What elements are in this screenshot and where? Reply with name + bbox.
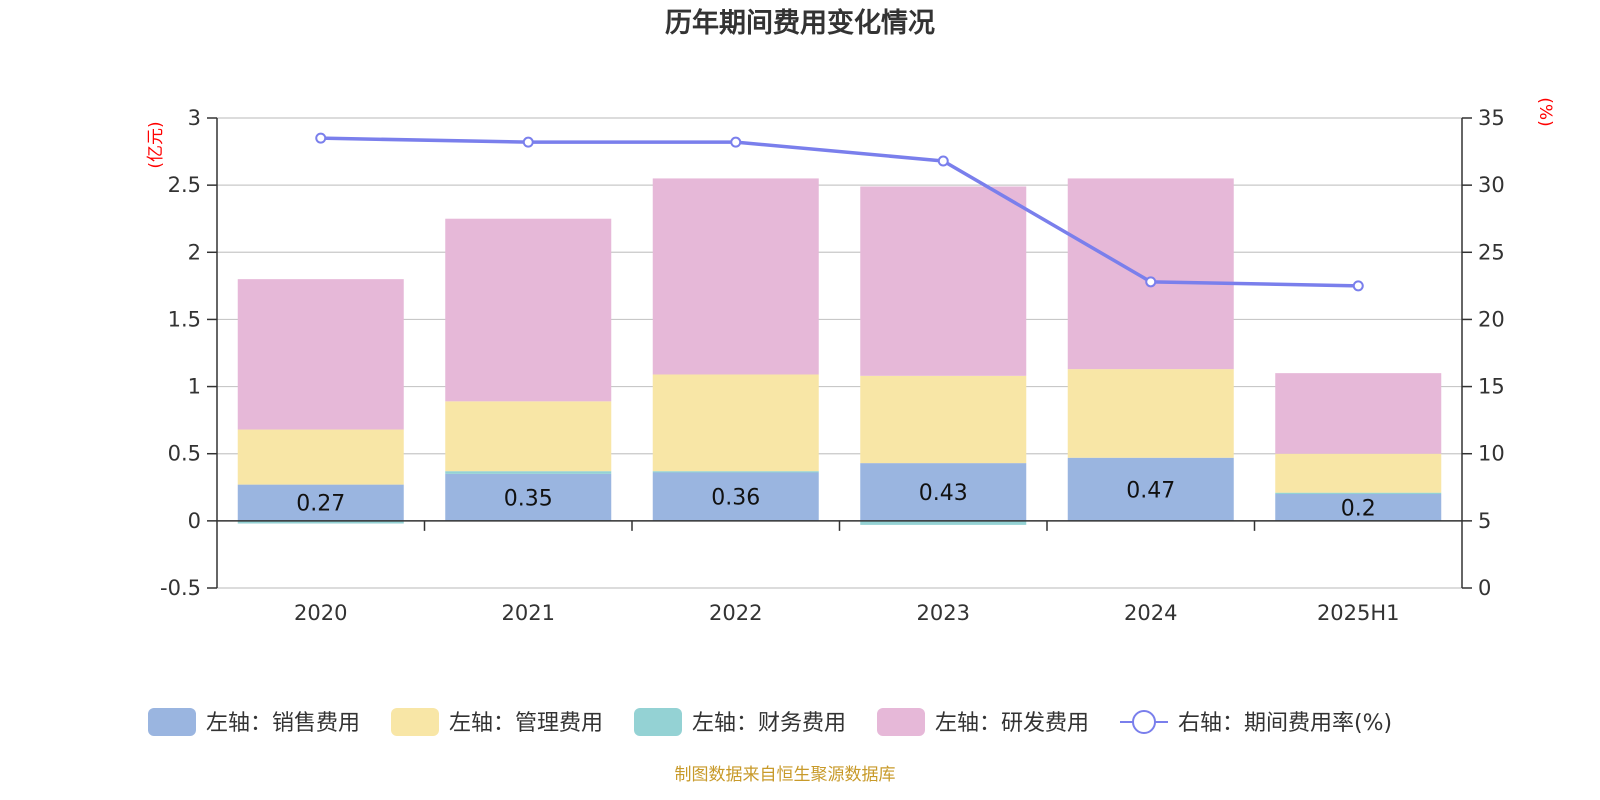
legend-label: 右轴：期间费用率(%) <box>1178 711 1392 736</box>
legend-label: 左轴：管理费用 <box>449 711 603 736</box>
x-axis-tick-label: 2025H1 <box>1317 601 1400 625</box>
bar-rd <box>1067 178 1234 370</box>
bar-finance <box>1275 492 1442 494</box>
chart-title: 历年期间费用变化情况 <box>665 7 935 39</box>
legend: 左轴：销售费用 左轴：管理费用 左轴：财务费用 左轴：研发费用 右轴：期间费用率(%) <box>148 708 1392 736</box>
data-label-sales: 0.47 <box>1126 478 1175 503</box>
bar-sales <box>860 463 1027 521</box>
x-axis-tick-label: 2023 <box>917 601 970 625</box>
right-axis-tick-label: 10 <box>1478 442 1505 466</box>
right-axis-tick-label: 30 <box>1478 173 1505 197</box>
data-label-sales: 0.35 <box>504 486 553 511</box>
rate-line <box>315 132 1364 292</box>
right-axis-tick-label: 5 <box>1478 509 1491 533</box>
bar-sales <box>237 484 404 521</box>
data-label-sales: 0.27 <box>296 492 345 517</box>
data-labels: 0.27 0.35 0.36 0.43 0.47 0.2 <box>296 478 1375 521</box>
bar-rd <box>445 218 612 402</box>
x-axis-tick-label: 2020 <box>294 601 347 625</box>
right-axis-unit: (%) <box>1535 97 1555 126</box>
data-label-sales: 0.43 <box>919 481 968 506</box>
left-axis-tick-label: -0.5 <box>160 576 201 600</box>
legend-label: 左轴：销售费用 <box>206 711 360 736</box>
legend-item-finance[interactable]: 左轴：财务费用 <box>634 708 846 736</box>
source-note: 制图数据来自恒生聚源数据库 <box>675 765 896 785</box>
bar-finance <box>445 471 612 474</box>
legend-label: 左轴：财务费用 <box>692 711 846 736</box>
left-axis-tick-label: 0 <box>188 509 201 533</box>
bar-rd <box>860 186 1027 376</box>
x-axis-tick-label: 2024 <box>1124 601 1177 625</box>
legend-item-admin[interactable]: 左轴：管理费用 <box>391 708 603 736</box>
bar-rd <box>1275 373 1442 454</box>
right-axis-tick-label: 15 <box>1478 375 1505 399</box>
left-axis-tick-label: 0.5 <box>168 442 201 466</box>
data-label-sales: 0.36 <box>711 486 760 511</box>
bar-sales <box>652 472 819 521</box>
legend-swatch <box>877 708 925 736</box>
bar-finance <box>237 520 404 524</box>
right-axis-tick-label: 0 <box>1478 576 1491 600</box>
left-axis-tick-label: 2 <box>188 240 201 264</box>
rate-line-path <box>320 136 1359 288</box>
left-axis-tick-label: 2.5 <box>168 173 201 197</box>
legend-item-rd[interactable]: 左轴：研发费用 <box>877 708 1089 736</box>
bar-admin <box>652 374 819 472</box>
bar-admin <box>237 429 404 485</box>
legend-swatch <box>634 708 682 736</box>
rate-point <box>937 155 949 167</box>
bar-admin <box>1067 369 1234 458</box>
bar-rd <box>652 178 819 375</box>
rate-point <box>522 136 534 148</box>
legend-circle-marker <box>1132 710 1156 734</box>
left-axis-unit: (亿元) <box>146 121 166 168</box>
bars <box>237 178 1442 525</box>
bar-admin <box>1275 453 1442 493</box>
bar-admin <box>445 401 612 472</box>
rate-point <box>1145 276 1157 288</box>
bar-finance <box>860 520 1027 525</box>
bar-rd <box>237 279 404 430</box>
left-axis-tick-label: 1 <box>188 375 201 399</box>
left-axis-tick-label: 3 <box>188 106 201 130</box>
left-axis-tick-label: 1.5 <box>168 307 201 331</box>
legend-label: 左轴：研发费用 <box>935 711 1089 736</box>
legend-swatch <box>148 708 196 736</box>
bar-finance <box>652 471 819 473</box>
legend-swatch <box>391 708 439 736</box>
bar-sales <box>1067 457 1234 521</box>
bar-sales <box>445 473 612 521</box>
rate-point <box>730 136 742 148</box>
bar-admin <box>860 375 1027 464</box>
x-axis-tick-label: 2021 <box>502 601 555 625</box>
rate-point <box>1352 280 1364 292</box>
right-axis-tick-label: 25 <box>1478 240 1505 264</box>
right-axis-tick-label: 35 <box>1478 106 1505 130</box>
x-axis-tick-label: 2022 <box>709 601 762 625</box>
legend-item-rate[interactable]: 右轴：期间费用率(%) <box>1120 710 1392 736</box>
right-axis-tick-label: 20 <box>1478 307 1505 331</box>
data-label-sales: 0.2 <box>1341 496 1376 521</box>
bar-sales <box>1275 494 1442 521</box>
rate-point <box>315 132 327 144</box>
legend-item-sales[interactable]: 左轴：销售费用 <box>148 708 360 736</box>
